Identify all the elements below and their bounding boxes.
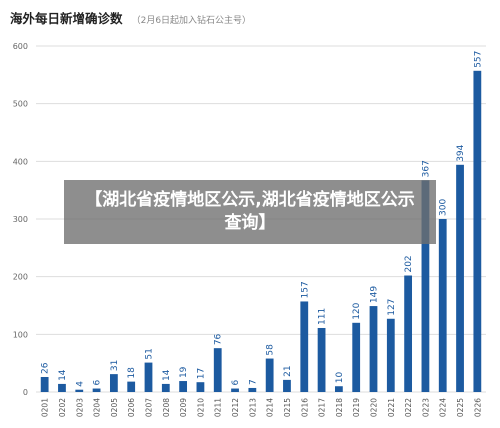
bar: [213, 348, 222, 392]
x-tick-label: 0211: [214, 398, 223, 417]
x-tick-label: 0223: [421, 398, 430, 417]
x-tick-label: 0212: [231, 398, 240, 417]
bar: [300, 301, 309, 392]
bar-value-label: 6: [93, 380, 103, 386]
bar-value-label: 7: [248, 379, 258, 385]
y-tick-label: 600: [13, 42, 28, 51]
x-tick-label: 0224: [439, 398, 448, 417]
x-tick-label: 0214: [266, 398, 275, 417]
bar: [404, 275, 413, 392]
y-tick-label: 400: [13, 157, 28, 166]
y-tick-label: 200: [13, 273, 28, 282]
bar: [386, 318, 395, 392]
x-tick-label: 0204: [93, 398, 102, 417]
bar-value-label: 18: [127, 367, 137, 379]
x-tick-label: 0219: [352, 398, 361, 417]
x-tick-label: 0225: [456, 398, 465, 417]
bar: [161, 383, 170, 392]
bar-value-label: 76: [214, 333, 224, 345]
x-tick-label: 0202: [58, 398, 67, 417]
bar-value-label: 4: [75, 381, 85, 387]
x-tick-label: 0207: [145, 398, 154, 417]
chart-title: 海外每日新增确诊数: [10, 11, 123, 26]
bar: [40, 377, 49, 392]
bar-value-label: 157: [300, 281, 310, 298]
bar-value-label: 26: [41, 362, 51, 374]
bar-value-label: 58: [266, 344, 276, 356]
article-title-text: 【湖北省疫情地区公示,湖北省疫情地区公示查询】: [85, 190, 415, 233]
bar: [75, 389, 84, 392]
bar-value-label: 127: [387, 299, 397, 316]
bar: [58, 383, 66, 392]
x-tick-label: 0221: [387, 398, 396, 417]
bar: [283, 379, 291, 392]
x-tick-label: 0201: [41, 398, 50, 417]
x-tick-label: 0216: [300, 398, 309, 417]
x-tick-label: 0203: [75, 398, 84, 417]
x-tick-label: 0209: [179, 398, 188, 417]
x-tick-label: 0213: [248, 398, 257, 417]
bar-value-label: 10: [335, 372, 345, 384]
bar: [456, 164, 464, 392]
x-tick-label: 0217: [318, 398, 327, 417]
bar-value-label: 31: [110, 360, 120, 371]
bar: [334, 386, 343, 392]
bar-value-label: 367: [421, 160, 431, 177]
bar: [421, 180, 430, 392]
bar: [438, 219, 447, 392]
bar: [127, 381, 136, 392]
bar-value-label: 394: [456, 144, 466, 161]
bar-value-label: 14: [162, 369, 172, 381]
bar-value-label: 21: [283, 365, 293, 376]
bar-value-label: 300: [439, 199, 449, 216]
bar-value-label: 202: [404, 255, 414, 272]
bar-value-label: 120: [352, 302, 362, 319]
article-title-banner: 【湖北省疫情地区公示,湖北省疫情地区公示查询】: [64, 180, 436, 244]
chart-subtitle: （2月6日起加入钻石公主号）: [131, 16, 252, 26]
y-tick-label: 0: [23, 388, 28, 397]
bar: [248, 387, 257, 392]
chart-title-row: 海外每日新增确诊数 （2月6日起加入钻石公主号）: [10, 8, 251, 26]
bar: [109, 374, 118, 392]
bar: [265, 358, 274, 392]
bar-value-label: 14: [58, 369, 68, 381]
x-tick-label: 0222: [404, 398, 413, 417]
x-tick-label: 0215: [283, 398, 292, 417]
bar: [352, 322, 361, 392]
x-tick-label: 0206: [127, 398, 136, 417]
bar: [473, 70, 482, 393]
bar-value-label: 557: [473, 51, 483, 68]
x-tick-label: 0218: [335, 398, 344, 417]
x-tick-label: 0208: [162, 398, 171, 417]
x-tick-label: 0220: [370, 398, 379, 417]
bar-value-label: 149: [370, 286, 380, 303]
y-tick-label: 300: [13, 215, 28, 224]
bar: [144, 362, 153, 392]
bar-value-label: 51: [145, 348, 155, 359]
bar: [231, 388, 239, 392]
y-tick-label: 100: [13, 330, 28, 339]
bar-value-label: 17: [196, 368, 206, 379]
bar-value-label: 19: [179, 366, 189, 378]
bar-value-label: 6: [231, 380, 241, 386]
x-tick-label: 0205: [110, 398, 119, 417]
bar: [92, 388, 101, 392]
y-tick-label: 500: [13, 100, 28, 109]
bar: [369, 306, 378, 392]
bar: [179, 381, 188, 392]
x-tick-label: 0210: [196, 398, 205, 417]
bar: [317, 327, 326, 392]
bar: [196, 382, 205, 392]
bar-value-label: 111: [318, 308, 328, 325]
x-tick-label: 0226: [473, 398, 482, 417]
